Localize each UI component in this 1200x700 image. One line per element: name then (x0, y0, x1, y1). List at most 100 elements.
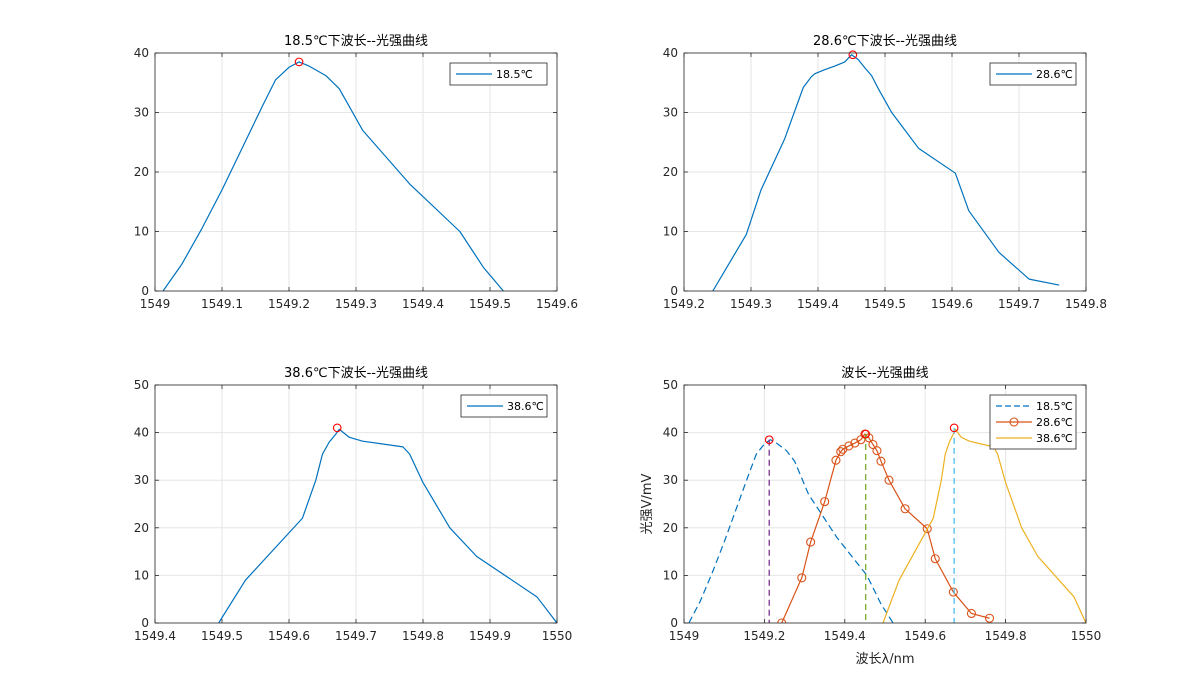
data-point-marker (868, 439, 878, 450)
y-tick-label: 30 (134, 473, 149, 487)
x-tick-label: 1549.2 (268, 297, 310, 311)
chart-2: 1549.2 1549.3 1549.4 1549.5 1549.6 1549.7 1549… (663, 34, 1107, 311)
x-tick-label: 1549.2 (743, 629, 785, 643)
legend-box (449, 62, 548, 86)
x-tick-label: 1549.6 (268, 629, 310, 643)
x-tick-label: 1549.6 (931, 297, 973, 311)
chart-4: 1549 1549.2 1549.4 1549.6 1549.8 1550 0 10 20 30 4… (640, 366, 1101, 667)
series-line (882, 428, 1086, 623)
data-point-marker (872, 446, 882, 456)
data-point-marker (836, 447, 846, 457)
y-tick-label: 10 (134, 225, 149, 239)
y-tick-label: 10 (134, 568, 149, 582)
x-tick-label: 1549.2 (663, 297, 705, 311)
x-tick-label: 1549.4 (134, 629, 176, 643)
series-1 (688, 439, 894, 623)
series-line (162, 61, 504, 291)
legend-label: 28.6℃ (1036, 416, 1073, 429)
y-tick-label: 30 (134, 106, 149, 120)
x-tick-label: 1549.9 (469, 629, 511, 643)
y-tick-label: 20 (663, 521, 678, 535)
legend: 38.6℃ (460, 394, 548, 418)
y-tick-label: 0 (141, 284, 149, 298)
y-tick-label: 20 (663, 165, 678, 179)
chart-title: 波长--光强曲线 (841, 366, 928, 381)
peak-marker (848, 50, 858, 60)
x-tick-label: 1549.6 (904, 629, 946, 643)
x-tick-label: 1549 (669, 629, 700, 643)
data-point-marker (900, 504, 910, 514)
data-point-marker (948, 587, 958, 597)
y-tick-label: 40 (663, 46, 678, 60)
x-tick-label: 1549.3 (335, 297, 377, 311)
series-1 (162, 61, 504, 291)
data-point-marker (831, 455, 841, 465)
legend-label: 38.6℃ (1036, 432, 1073, 445)
data-point-marker (984, 613, 995, 623)
data-point-marker (884, 475, 894, 485)
x-tick-label: 1549.5 (201, 629, 243, 643)
y-tick-label: 0 (670, 616, 678, 630)
legend-marker-sample (1009, 417, 1019, 427)
peak-marker (861, 429, 871, 439)
series-3 (882, 428, 1086, 623)
data-point-marker (876, 456, 886, 466)
x-tick-label: 1549.8 (985, 629, 1027, 643)
x-tick-label: 1549.4 (797, 297, 839, 311)
y-tick-label: 30 (663, 473, 678, 487)
y-axis-label: 光强V/mV (640, 473, 655, 534)
x-tick-label: 1549.4 (402, 297, 444, 311)
chart-title: 38.6℃下波长--光强曲线 (284, 366, 428, 381)
data-point-marker (966, 608, 976, 619)
y-tick-label: 40 (663, 426, 678, 440)
peak-marker (949, 423, 959, 433)
x-tick-label: 1549.4 (824, 629, 866, 643)
chart-3: 1549.4 1549.5 1549.6 1549.7 1549.8 1549.9 1550… (134, 366, 573, 643)
x-tick-label: 1549.8 (1065, 297, 1107, 311)
y-tick-label: 0 (141, 616, 149, 630)
y-tick-label: 50 (134, 378, 149, 392)
series-1 (218, 428, 557, 623)
y-tick-label: 30 (663, 106, 678, 120)
chart-title: 28.6℃下波长--光强曲线 (813, 34, 957, 49)
peak-marker (764, 435, 774, 445)
x-tick-label: 1549.6 (536, 297, 578, 311)
legend: 28.6℃ (989, 62, 1077, 86)
data-point-marker (806, 537, 816, 547)
x-tick-label: 1549.1 (201, 297, 243, 311)
y-tick-label: 20 (134, 165, 149, 179)
legend: 18.5℃ (449, 62, 548, 86)
y-tick-label: 20 (134, 521, 149, 535)
x-axis-label: 波长λ/nm (856, 652, 915, 667)
data-point-marker (820, 497, 830, 507)
x-tick-label: 1549.5 (469, 297, 511, 311)
data-point-marker (930, 554, 940, 564)
legend-label: 28.6℃ (1036, 68, 1073, 81)
peak-marker (332, 423, 342, 433)
series-2 (777, 429, 995, 623)
peak-marker (294, 57, 304, 67)
y-tick-label: 0 (670, 284, 678, 298)
series-line (688, 439, 894, 623)
x-tick-label: 1549.8 (402, 629, 444, 643)
x-tick-label: 1549 (140, 297, 171, 311)
y-tick-label: 40 (134, 46, 149, 60)
y-tick-label: 40 (134, 426, 149, 440)
x-tick-label: 1549.3 (730, 297, 772, 311)
series-line (218, 428, 557, 623)
legend-label: 18.5℃ (496, 68, 533, 81)
chart-1: 1549 1549.1 1549.2 1549.3 1549.4 1549.5 1549.6… (134, 34, 578, 311)
series-1 (712, 54, 1060, 291)
data-point-marker (844, 441, 854, 451)
data-point-marker (777, 618, 787, 623)
x-tick-label: 1549.7 (998, 297, 1040, 311)
legend-box (460, 394, 548, 418)
legend-label: 18.5℃ (1036, 400, 1073, 413)
y-tick-label: 50 (663, 378, 678, 392)
y-tick-label: 10 (663, 225, 678, 239)
x-tick-label: 1550 (542, 629, 573, 643)
y-tick-label: 10 (663, 568, 678, 582)
x-tick-label: 1549.7 (335, 629, 377, 643)
data-point-marker (922, 524, 932, 534)
